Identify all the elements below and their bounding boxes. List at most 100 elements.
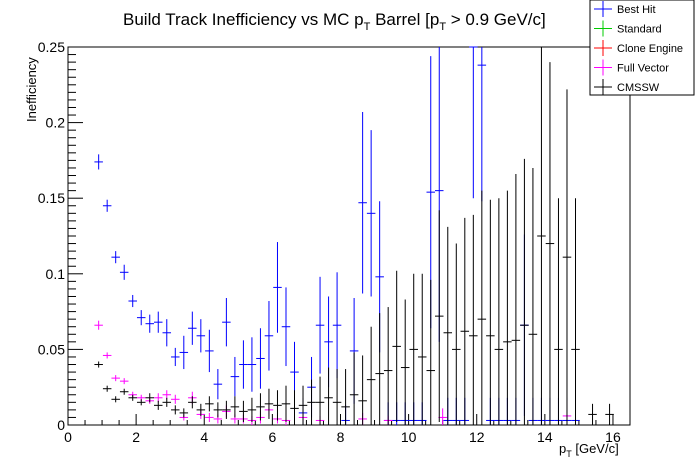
data-point	[205, 412, 214, 422]
data-point	[426, 279, 436, 425]
data-point	[94, 361, 103, 368]
data-point	[366, 130, 376, 297]
data-point	[409, 273, 418, 425]
data-point	[128, 394, 137, 401]
data-point	[545, 62, 555, 425]
data-point	[247, 337, 257, 392]
data-point	[520, 158, 529, 425]
data-point	[477, 190, 487, 425]
series-cmssw	[94, 47, 614, 425]
data-point	[341, 369, 350, 425]
data-point	[171, 347, 180, 367]
data-point	[383, 307, 393, 425]
y-tick-label: 0.25	[38, 39, 65, 55]
legend-entry: Full Vector	[594, 59, 669, 76]
legend-label: Full Vector	[617, 63, 669, 75]
data-point	[196, 319, 206, 353]
data-point	[290, 390, 299, 425]
data-point	[171, 394, 180, 404]
data-point	[94, 154, 103, 170]
data-point	[443, 226, 453, 425]
legend: Best Hit Standard Clone Engine Full Vector C…	[589, 0, 695, 96]
data-point	[281, 287, 291, 367]
data-point	[324, 367, 333, 425]
data-point	[562, 89, 572, 425]
data-point	[400, 299, 410, 425]
data-point	[469, 46, 478, 199]
data-point	[145, 314, 155, 333]
x-tick-label: 16	[605, 429, 621, 445]
data-point	[298, 385, 308, 425]
data-point	[349, 352, 359, 425]
data-point	[154, 311, 163, 333]
legend-entry: Best Hit	[594, 1, 656, 17]
data-point	[213, 369, 223, 400]
y-tick-label: 0.2	[46, 115, 66, 131]
series-full-vector	[94, 320, 572, 425]
data-point	[438, 408, 447, 425]
axis-ticks	[67, 46, 631, 426]
data-point	[494, 198, 504, 425]
data-point	[264, 388, 274, 419]
data-point	[256, 393, 265, 421]
legend-entry: Clone Engine	[594, 40, 683, 56]
y-tick-label: 0	[57, 417, 65, 433]
data-point	[230, 396, 240, 418]
data-point	[281, 385, 291, 422]
legend-entry: CMSSW	[594, 79, 660, 95]
data-point	[205, 396, 214, 412]
y-tick-label: 0.05	[38, 341, 65, 357]
data-point	[588, 403, 597, 425]
data-point	[503, 190, 512, 425]
data-point	[273, 242, 282, 333]
x-tick-label: 14	[537, 429, 553, 445]
x-tick-label: 0	[64, 429, 72, 445]
data-series	[94, 46, 614, 425]
data-point	[460, 217, 470, 425]
data-point	[452, 243, 461, 425]
data-point	[392, 270, 401, 422]
data-point	[571, 198, 580, 425]
data-point	[154, 400, 163, 410]
data-point	[605, 403, 614, 425]
data-point	[102, 352, 112, 359]
y-tick-label: 0.15	[38, 190, 65, 206]
data-point	[179, 408, 189, 418]
legend-label: Clone Engine	[617, 43, 683, 55]
x-tick-label: 2	[132, 429, 140, 445]
data-point	[307, 379, 316, 425]
data-point	[171, 405, 180, 415]
data-point	[358, 112, 367, 294]
legend-label: Standard	[617, 24, 662, 36]
axis-tick-labels: 0 2 4 6 8 10 12 14 16 0 0.05 0.1 0.15 0.2 0.25	[38, 39, 621, 445]
legend-label: Best Hit	[617, 4, 656, 16]
data-point	[247, 397, 257, 422]
data-point	[119, 378, 129, 385]
legend-entry: Standard	[594, 20, 662, 37]
data-point	[239, 400, 248, 422]
data-point	[205, 329, 214, 373]
data-point	[332, 272, 342, 379]
data-point	[273, 390, 282, 421]
data-point	[358, 355, 367, 425]
data-point	[469, 214, 478, 425]
data-point	[188, 311, 197, 345]
x-axis-title: pT [GeV/c]	[559, 441, 619, 459]
data-point	[136, 399, 146, 406]
data-point	[435, 210, 444, 422]
data-point	[315, 276, 325, 374]
data-point	[188, 396, 197, 409]
data-point	[537, 47, 546, 425]
data-point	[196, 403, 206, 416]
x-tick-label: 8	[337, 429, 345, 445]
data-point	[119, 388, 129, 395]
data-point	[511, 174, 521, 425]
x-tick-label: 12	[469, 429, 485, 445]
data-point	[417, 273, 427, 425]
x-tick-label: 4	[200, 429, 208, 445]
chart-title: Build Track Inefficiency vs MC pT Barrel…	[123, 10, 546, 33]
data-point	[102, 199, 112, 212]
data-point	[375, 313, 384, 425]
y-tick-label: 0.1	[46, 266, 66, 282]
